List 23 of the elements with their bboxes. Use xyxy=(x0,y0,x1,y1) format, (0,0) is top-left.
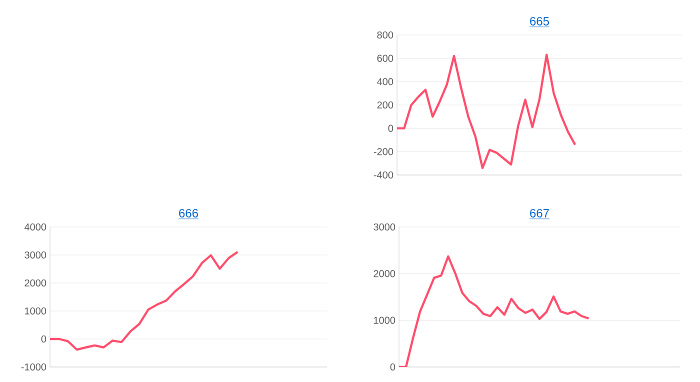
y-tick-label: 200 xyxy=(377,101,394,109)
y-tick-label: -400 xyxy=(374,171,394,179)
y-tick-label: 3000 xyxy=(24,251,46,259)
y-tick-label: 800 xyxy=(377,31,394,39)
y-tick-label: 600 xyxy=(377,54,394,62)
y-tick-label: 1000 xyxy=(374,316,396,324)
y-tick-label: -200 xyxy=(374,148,394,156)
y-tick-label: 4000 xyxy=(24,223,46,231)
chart-title: 667 xyxy=(530,208,549,218)
y-tick-label: -1000 xyxy=(21,363,46,371)
y-tick-label: 2000 xyxy=(374,270,396,278)
y-tick-label: 0 xyxy=(41,335,46,343)
chart-title: 665 xyxy=(530,16,549,26)
line-series xyxy=(399,255,590,367)
y-tick-label: 400 xyxy=(377,78,394,86)
line-series xyxy=(397,54,576,170)
y-tick-label: 1000 xyxy=(25,307,46,315)
y-tick-label: 2000 xyxy=(24,279,46,287)
y-tick-label: 3000 xyxy=(374,223,396,231)
y-tick-label: 0 xyxy=(388,124,394,132)
chart-title: 666 xyxy=(179,208,198,218)
y-tick-label: 0 xyxy=(390,363,396,371)
line-series xyxy=(50,250,239,351)
